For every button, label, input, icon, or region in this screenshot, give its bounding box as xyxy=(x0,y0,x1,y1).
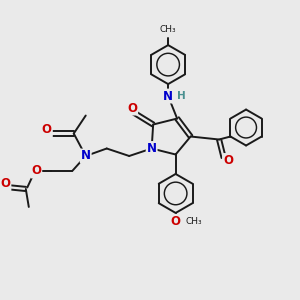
Text: O: O xyxy=(171,215,181,228)
Text: O: O xyxy=(31,164,41,178)
Text: N: N xyxy=(147,142,157,155)
Text: O: O xyxy=(42,123,52,136)
Text: H: H xyxy=(176,91,185,101)
Text: O: O xyxy=(127,101,137,115)
Text: O: O xyxy=(223,154,233,167)
Text: CH₃: CH₃ xyxy=(185,217,202,226)
Text: N: N xyxy=(81,149,91,163)
Text: CH₃: CH₃ xyxy=(160,25,176,34)
Text: O: O xyxy=(0,177,11,190)
Text: N: N xyxy=(163,90,172,103)
